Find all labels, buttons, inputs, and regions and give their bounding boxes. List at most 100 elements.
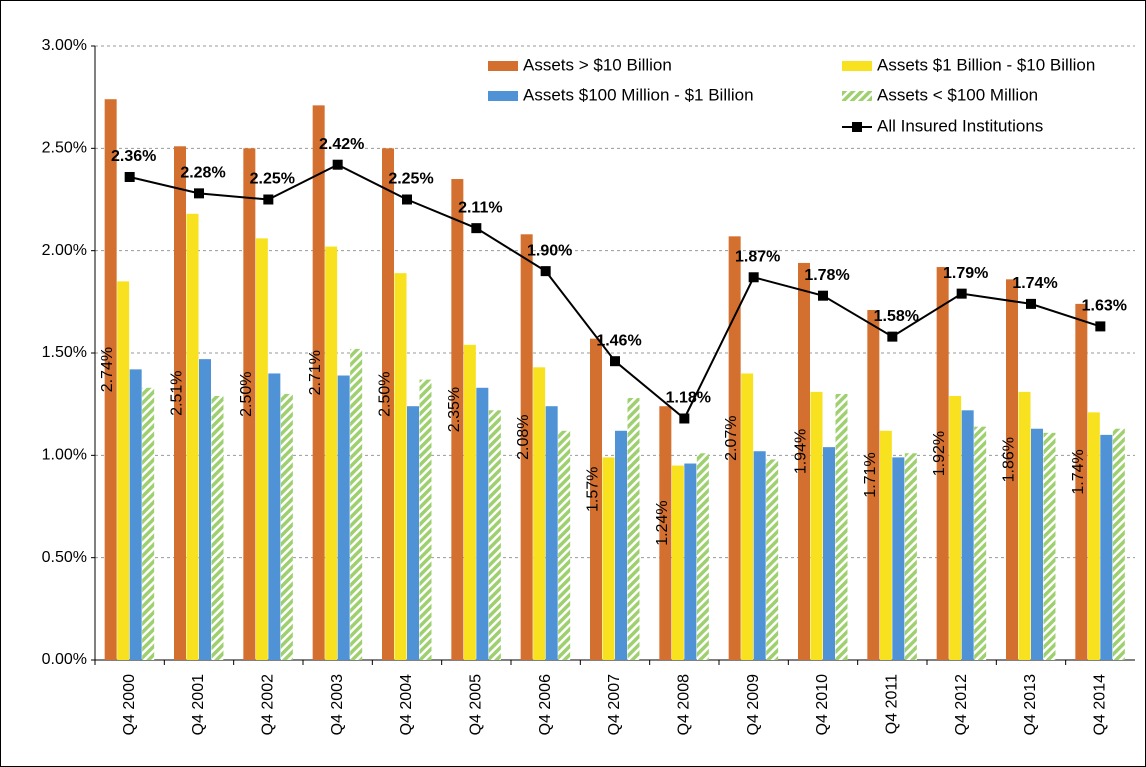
bar [904, 453, 917, 660]
legend-label: All Insured Institutions [877, 116, 1043, 135]
bar [451, 179, 464, 661]
bar-value-label: 2.71% [307, 350, 324, 395]
bar [129, 369, 142, 660]
line-value-label: 1.74% [1012, 275, 1057, 292]
bar [1112, 428, 1125, 660]
bar [659, 406, 672, 660]
bar [104, 99, 117, 661]
y-tick-label: 1.00% [42, 447, 87, 464]
bar [199, 359, 211, 660]
x-tick-label: Q4 2009 [745, 674, 762, 735]
bar [533, 367, 546, 660]
x-tick-label: Q4 2006 [537, 674, 554, 735]
bar-value-label: 2.50% [376, 371, 393, 416]
y-tick-label: 0.50% [42, 549, 87, 566]
line-value-label: 1.90% [527, 242, 572, 259]
bar [350, 348, 363, 660]
x-tick-label: Q4 2011 [884, 674, 901, 734]
y-tick-label: 0.00% [42, 651, 87, 668]
line-marker [332, 159, 343, 170]
y-tick-label: 1.50% [42, 344, 87, 361]
bar-value-label: 1.24% [654, 500, 671, 545]
line-value-label: 2.28% [180, 165, 225, 182]
bar [463, 344, 476, 660]
bar [741, 373, 754, 660]
legend-swatch [842, 91, 872, 101]
x-tick-label: Q4 2005 [468, 674, 485, 735]
bar [142, 387, 155, 660]
x-tick-label: Q4 2003 [329, 674, 346, 735]
line-marker [540, 266, 551, 277]
line-marker [818, 290, 828, 301]
bar [312, 105, 325, 660]
bar [117, 281, 130, 660]
y-tick-label: 2.50% [42, 140, 87, 157]
line-value-label: 1.87% [735, 248, 780, 265]
bar [627, 398, 640, 660]
legend-label: Assets $1 Billion - $10 Billion [877, 55, 1095, 74]
line-value-label: 2.25% [388, 171, 433, 188]
bar-value-label: 1.74% [1070, 449, 1087, 494]
line-marker [679, 413, 690, 424]
bar-value-label: 2.50% [238, 371, 255, 416]
legend-label: Assets < $100 Million [877, 85, 1038, 104]
legend-swatch [488, 91, 518, 101]
x-tick-label: Q4 2007 [606, 674, 623, 735]
bar [243, 148, 256, 661]
bar [671, 465, 684, 660]
bar-value-label: 2.35% [446, 387, 463, 432]
legend-label: Assets > $10 Billion [523, 55, 672, 74]
line-value-label: 2.36% [111, 148, 156, 165]
legend-swatch [842, 61, 872, 71]
line-value-label: 2.11% [458, 199, 502, 216]
bar [394, 273, 407, 660]
line-marker [1095, 321, 1106, 332]
bar [280, 393, 293, 660]
bar [382, 148, 394, 661]
bar [211, 395, 224, 660]
bar [974, 426, 987, 660]
line-marker [124, 171, 135, 182]
bar [867, 310, 880, 660]
bar [545, 406, 558, 660]
x-tick-label: Q4 2012 [953, 674, 970, 735]
line-marker [887, 331, 898, 342]
bar [255, 238, 268, 661]
x-tick-label: Q4 2014 [1092, 674, 1109, 735]
line-marker [956, 288, 967, 299]
bar [1031, 428, 1043, 660]
line-marker [610, 356, 620, 367]
x-tick-label: Q4 2000 [121, 674, 138, 735]
bar [766, 459, 779, 660]
bar-value-label: 2.74% [99, 347, 116, 392]
x-tick-label: Q4 2001 [190, 674, 207, 735]
x-tick-label: Q4 2008 [676, 674, 693, 735]
bar [268, 373, 281, 660]
x-tick-label: Q4 2002 [260, 674, 277, 735]
bar [798, 262, 810, 660]
bar [823, 447, 835, 660]
bar [476, 387, 489, 660]
line-value-label: 1.79% [943, 265, 988, 282]
bar [961, 410, 974, 660]
bar-value-label: 2.51% [168, 370, 185, 415]
bar [1100, 434, 1113, 660]
bar [558, 430, 571, 660]
bar [615, 430, 627, 660]
bar [728, 236, 741, 660]
line-value-label: 1.58% [874, 308, 919, 325]
bar [520, 234, 533, 660]
bar [488, 410, 501, 660]
bar-value-label: 1.94% [792, 429, 809, 474]
bar [590, 338, 602, 660]
x-tick-label: Q4 2013 [1022, 674, 1039, 735]
bar [753, 451, 766, 660]
bar [407, 406, 419, 660]
line-marker [402, 194, 412, 205]
bar [1006, 279, 1018, 660]
line-value-label: 1.63% [1082, 298, 1127, 315]
line-value-label: 1.18% [666, 390, 711, 407]
bar [186, 213, 199, 660]
bar [835, 393, 848, 660]
